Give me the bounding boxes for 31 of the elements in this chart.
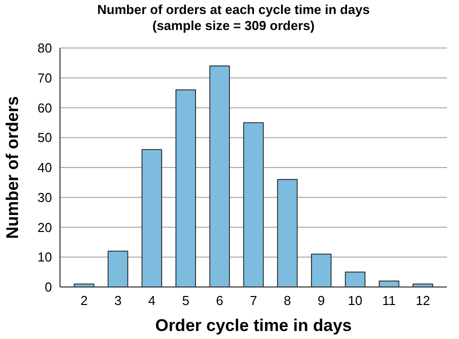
x-tick-label: 11 [382,293,396,308]
y-tick-label: 60 [38,100,52,116]
y-tick-label: 40 [38,160,52,176]
bar [311,254,332,288]
x-tick-label: 4 [148,293,156,308]
bar [209,66,230,288]
bar [175,89,196,288]
x-tick-label: 3 [114,293,122,308]
x-axis-title: Order cycle time in days [155,316,352,335]
x-tick-label: 9 [318,293,325,308]
y-tick-label: 0 [44,280,52,295]
x-tick-label: 7 [250,293,258,308]
bar [344,272,366,288]
y-tick-label: 80 [38,40,52,56]
x-tick-label: 10 [348,293,362,308]
bar [108,250,128,288]
y-tick-label: 10 [38,250,52,265]
bar [277,179,298,288]
y-tick-label: 50 [38,130,52,146]
x-tick-label: 5 [182,293,190,308]
x-tick-label: 8 [284,293,292,308]
chart-title: Number of orders at each cycle time in days (sample size = 309 orders) [97,2,370,33]
x-tick-label: 6 [216,293,224,308]
y-tick-label: 70 [38,70,52,86]
x-tick-label: 2 [80,293,88,308]
y-tick-label: 20 [38,220,52,235]
x-tick-label: 12 [416,293,430,308]
bar [243,122,264,288]
y-axis-title: Number of orders [3,96,22,239]
y-tick-label: 30 [38,190,52,205]
bar [142,149,162,288]
